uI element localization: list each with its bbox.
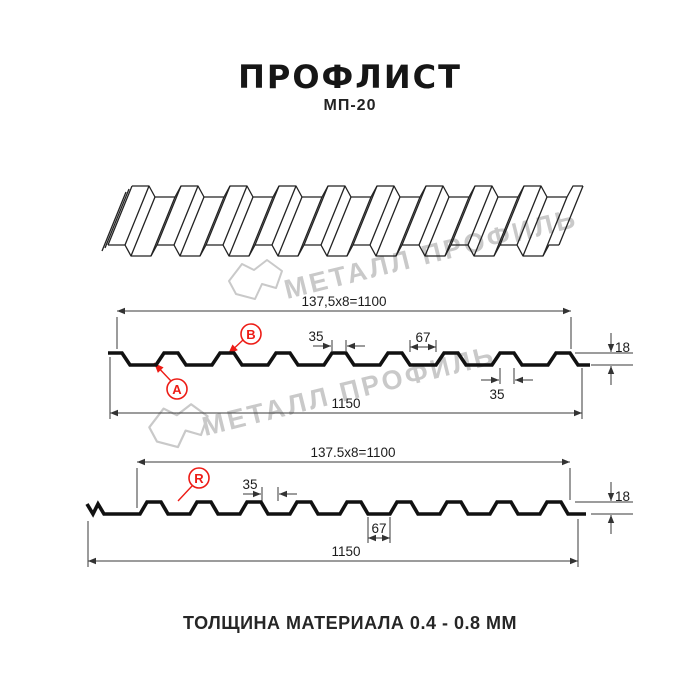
rib-line <box>303 185 329 246</box>
dim-height-18: 18 <box>615 340 630 355</box>
side-labels: B A <box>153 323 262 400</box>
rib-line <box>271 185 297 246</box>
rib-line <box>418 185 444 246</box>
profile-3d-view <box>101 185 584 257</box>
rib-line <box>150 196 176 257</box>
product-model: МП-20 <box>323 97 377 114</box>
dim-rib-top-35: 35 <box>308 329 323 344</box>
metal-profile-logo-icon <box>228 259 283 300</box>
sheet-left-cap <box>104 188 130 249</box>
side-r-label: R <box>194 471 204 486</box>
rib-line <box>542 196 568 257</box>
rib-line <box>179 196 205 257</box>
rib-line <box>124 185 150 246</box>
dim-height-18: 18 <box>615 489 630 504</box>
rib-line <box>222 185 248 246</box>
dim-overall-1150: 1150 <box>331 396 360 411</box>
dim-pitch-bottom: 137.5x8=1100 <box>311 445 396 460</box>
rib-line <box>473 196 499 257</box>
rib-line <box>352 185 378 246</box>
dim-pitch-top: 137,5x8=1100 <box>302 294 387 309</box>
rib-line <box>173 185 199 246</box>
rib-line <box>395 196 421 257</box>
rib-line <box>444 196 470 257</box>
profile-outline-top <box>108 351 590 367</box>
sheet-left-cap <box>101 191 127 252</box>
rib-line <box>467 185 493 246</box>
metal-profile-logo-icon <box>148 403 209 449</box>
cross-section-bottom: 137.5x8=1100 35 18 67 1150 R <box>85 445 633 567</box>
rib-line <box>369 185 395 246</box>
rib-line <box>107 185 133 246</box>
cross-section-top: 137,5x8=1100 35 67 18 35 1150 B A <box>108 294 633 419</box>
rib-line <box>499 185 525 246</box>
rib-line <box>297 196 323 257</box>
rib-line <box>326 196 352 257</box>
rib-line <box>277 196 303 257</box>
sheet-back-edge <box>132 185 583 198</box>
watermark-section: МЕТАЛЛ ПРОФИЛЬ <box>148 340 499 449</box>
rib-line <box>320 185 346 246</box>
rib-line <box>205 185 231 246</box>
profile-outline-bottom <box>85 500 586 518</box>
dim-valley-67: 67 <box>371 521 386 536</box>
rib-line <box>424 196 450 257</box>
rib-line <box>450 185 476 246</box>
dim-overall-1150: 1150 <box>331 544 360 559</box>
rib-line <box>401 185 427 246</box>
sheet-right-cut <box>558 185 584 246</box>
rib-line <box>248 196 274 257</box>
page-title: ПРОФЛИСТ <box>238 58 462 96</box>
rib-line <box>516 185 542 246</box>
rib-line <box>346 196 372 257</box>
rib-line <box>156 185 182 246</box>
rib-line <box>493 196 519 257</box>
dim-rib-bottom-35: 35 <box>489 387 504 402</box>
rib-line <box>228 196 254 257</box>
side-labels: R <box>177 467 210 502</box>
sheet-front-edge <box>108 244 559 257</box>
dim-rib-top-35: 35 <box>242 477 257 492</box>
rib-line <box>522 196 548 257</box>
dimension-lines-bottom <box>87 458 633 567</box>
rib-line <box>375 196 401 257</box>
rib-line <box>130 196 156 257</box>
thickness-note: ТОЛЩИНА МАТЕРИАЛА 0.4 - 0.8 ММ <box>183 613 517 633</box>
dimension-lines-top <box>109 307 633 419</box>
rib-line <box>254 185 280 246</box>
dim-valley-67: 67 <box>415 330 430 345</box>
rib-line <box>199 196 225 257</box>
side-b-label: B <box>246 327 255 342</box>
side-a-label: A <box>172 382 182 397</box>
